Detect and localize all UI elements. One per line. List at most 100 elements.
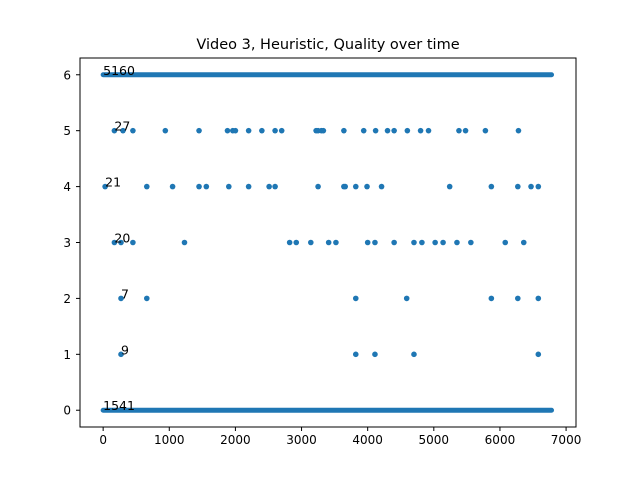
data-point — [364, 239, 371, 246]
data-point — [286, 239, 293, 246]
data-point — [181, 239, 188, 246]
data-point — [360, 127, 367, 134]
y-tick-label: 4 — [63, 180, 71, 194]
data-point — [272, 127, 278, 134]
data-point — [266, 183, 272, 190]
data-point — [341, 127, 347, 134]
data-point — [440, 239, 446, 246]
y-tick-label: 2 — [63, 292, 71, 306]
data-point — [446, 183, 453, 190]
data-point — [169, 183, 176, 190]
x-tick-label: 2000 — [220, 433, 251, 447]
data-point — [232, 127, 239, 134]
data-point — [143, 295, 150, 302]
data-point — [432, 239, 438, 246]
x-tick-label: 6000 — [485, 433, 516, 447]
data-point — [352, 183, 359, 190]
data-point — [411, 239, 417, 246]
data-point — [535, 183, 542, 190]
y-tick-label: 3 — [63, 236, 71, 250]
data-point — [259, 127, 265, 134]
data-point — [111, 239, 118, 246]
y-tick-label: 6 — [63, 68, 71, 82]
data-point — [325, 239, 332, 246]
data-point — [333, 239, 339, 246]
x-tick-label: 4000 — [352, 433, 383, 447]
annotation-label: 5160 — [103, 63, 135, 78]
data-point — [411, 351, 417, 358]
data-point — [404, 127, 411, 134]
data-point — [372, 351, 378, 358]
data-point — [468, 239, 474, 246]
y-tick-label: 1 — [63, 348, 71, 362]
data-point — [372, 239, 378, 246]
data-point — [488, 295, 495, 302]
annotation-label: 9 — [121, 342, 129, 357]
data-point — [272, 183, 278, 190]
x-tick-label: 1000 — [154, 433, 185, 447]
annotation-label: 7 — [121, 286, 129, 301]
annotation-label: 1541 — [103, 398, 135, 413]
data-point — [102, 183, 108, 190]
data-point — [111, 127, 118, 134]
data-point — [245, 183, 252, 190]
data-point — [342, 183, 348, 190]
annotation-label: 21 — [105, 175, 121, 190]
data-point — [118, 351, 124, 358]
data-point — [293, 239, 300, 246]
data-point — [482, 127, 489, 134]
data-point — [196, 127, 202, 134]
data-point — [535, 351, 542, 358]
y-tick-label: 0 — [63, 404, 71, 418]
data-point — [315, 183, 321, 190]
data-point — [502, 239, 509, 246]
data-point — [515, 127, 522, 134]
data-point — [352, 295, 359, 302]
data-point — [162, 127, 169, 134]
data-point — [203, 183, 210, 190]
data-point — [462, 127, 469, 134]
data-points — [100, 72, 555, 413]
x-tick-label: 5000 — [419, 433, 450, 447]
x-tick-label: 7000 — [551, 433, 582, 447]
data-point — [308, 239, 314, 246]
data-point — [391, 127, 397, 134]
data-point — [120, 127, 126, 134]
data-point — [425, 127, 432, 134]
x-tick-label: 3000 — [286, 433, 317, 447]
data-point — [520, 239, 527, 246]
data-point — [515, 183, 521, 190]
chart-title: Video 3, Heuristic, Quality over time — [196, 37, 459, 53]
data-point — [226, 183, 232, 190]
y-tick-label: 5 — [63, 124, 71, 138]
data-point — [528, 183, 534, 190]
data-point — [488, 183, 495, 190]
annotation-label: 20 — [114, 231, 130, 246]
data-point — [320, 127, 327, 134]
data-point — [130, 127, 136, 134]
data-point — [143, 183, 150, 190]
annotation-label: 27 — [114, 119, 130, 134]
data-point — [456, 127, 462, 134]
data-point — [352, 351, 359, 358]
data-point — [417, 127, 424, 134]
data-point — [196, 183, 202, 190]
data-point — [403, 295, 410, 302]
data-point — [454, 239, 460, 246]
data-point — [130, 239, 136, 246]
data-point — [419, 239, 425, 246]
data-point — [391, 239, 397, 246]
data-point — [372, 127, 379, 134]
data-point — [535, 295, 542, 302]
data-point — [278, 127, 285, 134]
data-point — [515, 295, 521, 302]
data-point — [118, 239, 124, 246]
annotations: 5160 27 21 20 7 9 1541 — [103, 63, 135, 413]
axes: 0 1000 2000 3000 4000 5000 6000 7000 0 1 2 3 4 5 6 — [63, 57, 582, 447]
data-point — [224, 127, 231, 134]
data-point — [245, 127, 252, 134]
data-point — [364, 183, 370, 190]
data-point — [118, 295, 124, 302]
data-point — [378, 183, 385, 190]
